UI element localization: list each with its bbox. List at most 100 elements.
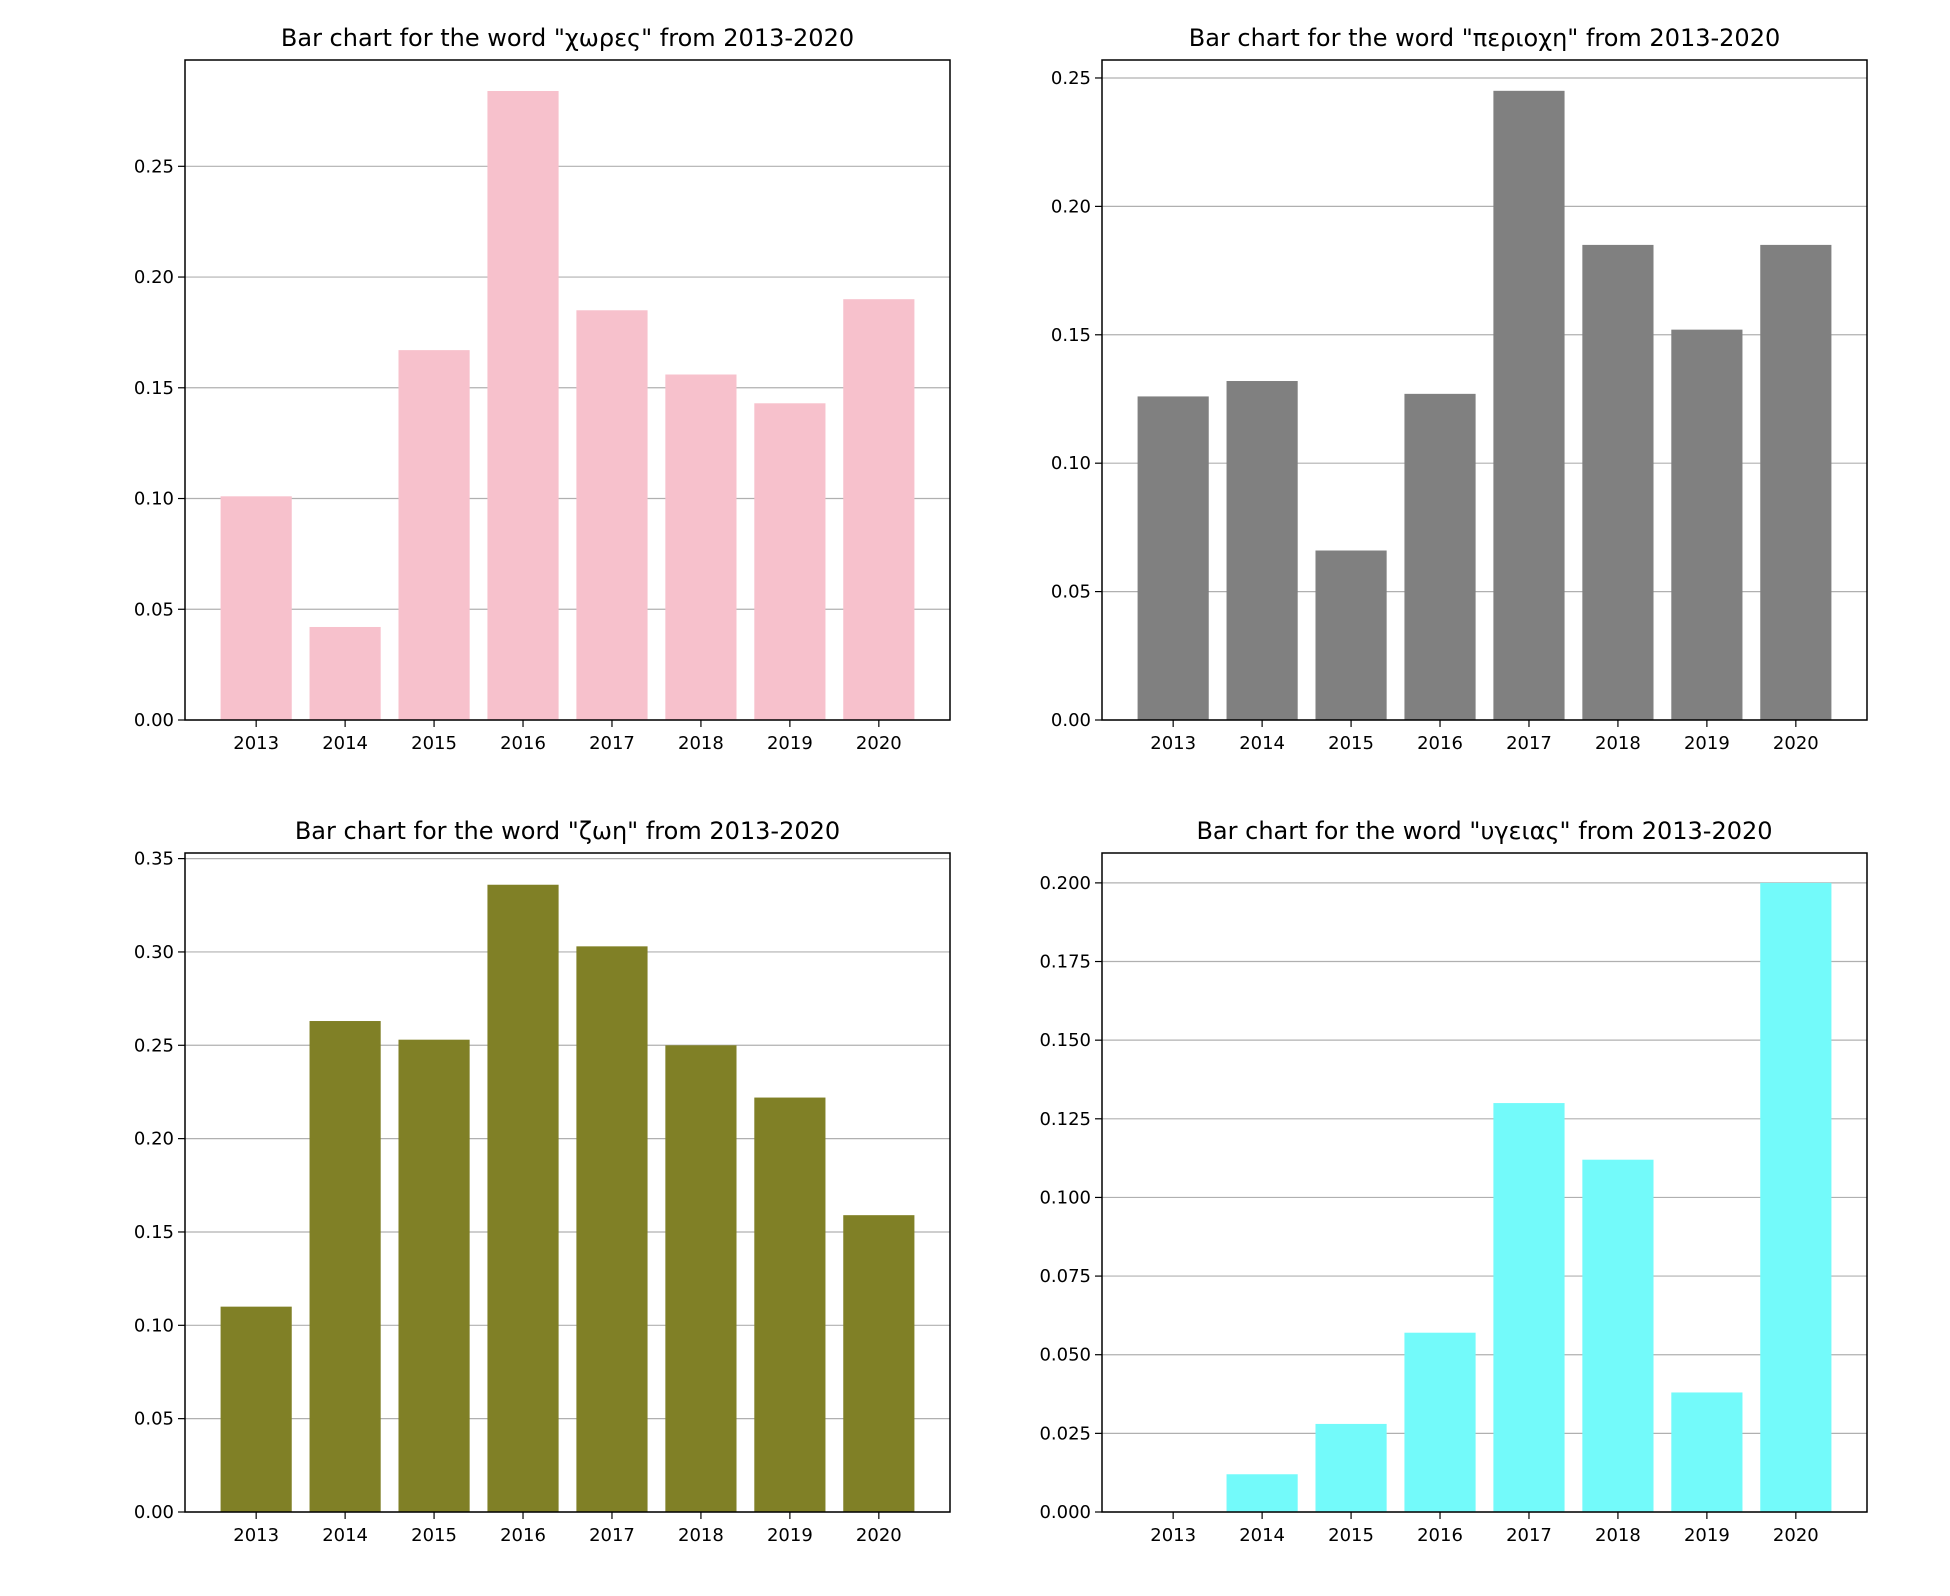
bar-2016 bbox=[1404, 393, 1476, 720]
y-tick-label: 0.35 bbox=[134, 849, 174, 870]
bar-2020 bbox=[843, 299, 915, 720]
bar-2015 bbox=[398, 1039, 470, 1512]
chart-title: Bar chart for the word "περιοχη" from 20… bbox=[1189, 24, 1781, 52]
x-tick-label: 2014 bbox=[322, 1525, 368, 1546]
axes-frame bbox=[1101, 59, 1868, 721]
y-tick-label: 0.000 bbox=[1039, 1502, 1091, 1523]
bar-2019 bbox=[1671, 329, 1743, 720]
bar-2018 bbox=[1582, 1159, 1654, 1512]
x-tick-label: 2013 bbox=[1150, 1525, 1196, 1546]
bar-2019 bbox=[1671, 1392, 1743, 1512]
bar-2019 bbox=[754, 403, 826, 720]
x-tick-label: 2013 bbox=[1150, 733, 1196, 754]
y-tick-label: 0.25 bbox=[134, 1035, 174, 1056]
y-tick-label: 0.200 bbox=[1039, 873, 1091, 894]
y-tick-label: 0.050 bbox=[1039, 1345, 1091, 1366]
x-tick-label: 2020 bbox=[1773, 733, 1819, 754]
bar-2013 bbox=[1137, 396, 1209, 720]
x-tick-label: 2015 bbox=[1328, 1525, 1374, 1546]
x-tick-label: 2020 bbox=[1773, 1525, 1819, 1546]
bar-2014 bbox=[309, 1021, 381, 1512]
x-tick-label: 2015 bbox=[1328, 733, 1374, 754]
bar-2016 bbox=[487, 884, 559, 1512]
bar-2018 bbox=[665, 1045, 737, 1512]
y-tick-label: 0.15 bbox=[134, 1222, 174, 1243]
y-tick-label: 0.10 bbox=[1051, 453, 1091, 474]
x-tick-label: 2014 bbox=[322, 733, 368, 754]
bar-2015 bbox=[398, 350, 470, 720]
bar-2018 bbox=[1582, 244, 1654, 721]
chart-title: Bar chart for the word "χωρες" from 2013… bbox=[281, 24, 854, 52]
x-tick-label: 2020 bbox=[856, 733, 902, 754]
x-tick-label: 2015 bbox=[411, 733, 457, 754]
y-tick-label: 0.175 bbox=[1039, 952, 1091, 973]
bar-2015 bbox=[1315, 1423, 1387, 1512]
x-tick-label: 2014 bbox=[1239, 733, 1285, 754]
y-tick-label: 0.30 bbox=[134, 942, 174, 963]
y-tick-label: 0.00 bbox=[134, 710, 174, 731]
chart-panel-1: 0.00 0.05 0.10 0.15 0.20 0.25 2013 2014 2015 2016… bbox=[134, 24, 951, 754]
x-tick-label: 2019 bbox=[1684, 1525, 1730, 1546]
bar-2014 bbox=[1226, 381, 1298, 720]
y-tick-label: 0.100 bbox=[1039, 1187, 1091, 1208]
y-tick-label: 0.25 bbox=[1051, 68, 1091, 89]
bar-2016 bbox=[487, 91, 559, 720]
bar-2017 bbox=[1493, 1103, 1565, 1512]
chart-title: Bar chart for the word "ζωη" from 2013-2… bbox=[295, 817, 840, 845]
y-tick-label: 0.00 bbox=[1051, 710, 1091, 731]
bar-2015 bbox=[1315, 550, 1387, 720]
bar-2019 bbox=[754, 1097, 826, 1512]
x-tick-label: 2016 bbox=[1417, 733, 1463, 754]
y-tick-label: 0.05 bbox=[134, 599, 174, 620]
bar-2020 bbox=[1760, 882, 1832, 1512]
axes-frame bbox=[1101, 852, 1868, 1513]
y-tick-label: 0.150 bbox=[1039, 1030, 1091, 1051]
y-tick-label: 0.10 bbox=[134, 1315, 174, 1336]
x-tick-label: 2017 bbox=[1506, 733, 1552, 754]
y-tick-label: 0.025 bbox=[1039, 1423, 1091, 1444]
x-tick-label: 2018 bbox=[678, 733, 724, 754]
x-tick-label: 2013 bbox=[233, 1525, 279, 1546]
x-tick-label: 2016 bbox=[1417, 1525, 1463, 1546]
bar-2020 bbox=[843, 1215, 915, 1512]
chart-title: Bar chart for the word "υγειας" from 201… bbox=[1196, 817, 1772, 845]
x-tick-label: 2020 bbox=[856, 1525, 902, 1546]
bar-2013 bbox=[220, 1306, 292, 1512]
x-tick-label: 2017 bbox=[589, 1525, 635, 1546]
x-tick-label: 2016 bbox=[500, 733, 546, 754]
x-tick-label: 2014 bbox=[1239, 1525, 1285, 1546]
bar-2017 bbox=[576, 946, 648, 1512]
y-tick-label: 0.05 bbox=[134, 1409, 174, 1430]
x-tick-label: 2017 bbox=[1506, 1525, 1552, 1546]
bar-2014 bbox=[309, 626, 381, 720]
x-tick-label: 2016 bbox=[500, 1525, 546, 1546]
x-tick-label: 2019 bbox=[1684, 733, 1730, 754]
y-tick-label: 0.125 bbox=[1039, 1109, 1091, 1130]
bar-2013 bbox=[220, 496, 292, 720]
y-tick-label: 0.00 bbox=[134, 1502, 174, 1523]
y-tick-label: 0.20 bbox=[134, 267, 174, 288]
bar-2016 bbox=[1404, 1332, 1476, 1512]
x-tick-label: 2019 bbox=[767, 1525, 813, 1546]
axes-frame bbox=[184, 852, 951, 1513]
bar-2014 bbox=[1226, 1474, 1298, 1512]
y-tick-label: 0.15 bbox=[1051, 325, 1091, 346]
axes-frame bbox=[184, 59, 951, 721]
x-tick-label: 2015 bbox=[411, 1525, 457, 1546]
x-tick-label: 2018 bbox=[678, 1525, 724, 1546]
x-tick-label: 2013 bbox=[233, 733, 279, 754]
bar-2020 bbox=[1760, 244, 1832, 721]
y-tick-label: 0.10 bbox=[134, 489, 174, 510]
bar-2018 bbox=[665, 374, 737, 720]
y-tick-label: 0.25 bbox=[134, 156, 174, 177]
bar-2017 bbox=[576, 310, 648, 720]
bar-2017 bbox=[1493, 90, 1565, 720]
chart-panel-4: 0.000 0.025 0.050 0.075 0.100 0.125 0.150 0.175… bbox=[1039, 817, 1868, 1546]
x-tick-label: 2018 bbox=[1595, 733, 1641, 754]
y-tick-label: 0.20 bbox=[1051, 196, 1091, 217]
chart-panel-2: 0.00 0.05 0.10 0.15 0.20 0.25 2013 2014 2015 2016… bbox=[1051, 24, 1868, 754]
chart-panel-3: 0.00 0.05 0.10 0.15 0.20 0.25 0.30 0.35 2013 2014… bbox=[134, 817, 951, 1546]
y-tick-label: 0.20 bbox=[134, 1129, 174, 1150]
y-tick-label: 0.05 bbox=[1051, 582, 1091, 603]
